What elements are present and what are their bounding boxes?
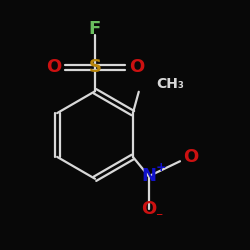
Text: O: O xyxy=(183,148,198,166)
Text: S: S xyxy=(88,58,102,76)
Text: N: N xyxy=(141,167,156,185)
Text: O: O xyxy=(129,58,144,76)
Text: O: O xyxy=(46,58,61,76)
Text: F: F xyxy=(89,20,101,38)
Text: ⁻: ⁻ xyxy=(156,210,163,224)
Text: O: O xyxy=(141,200,156,218)
Text: +: + xyxy=(156,161,166,174)
Text: CH₃: CH₃ xyxy=(156,77,184,91)
